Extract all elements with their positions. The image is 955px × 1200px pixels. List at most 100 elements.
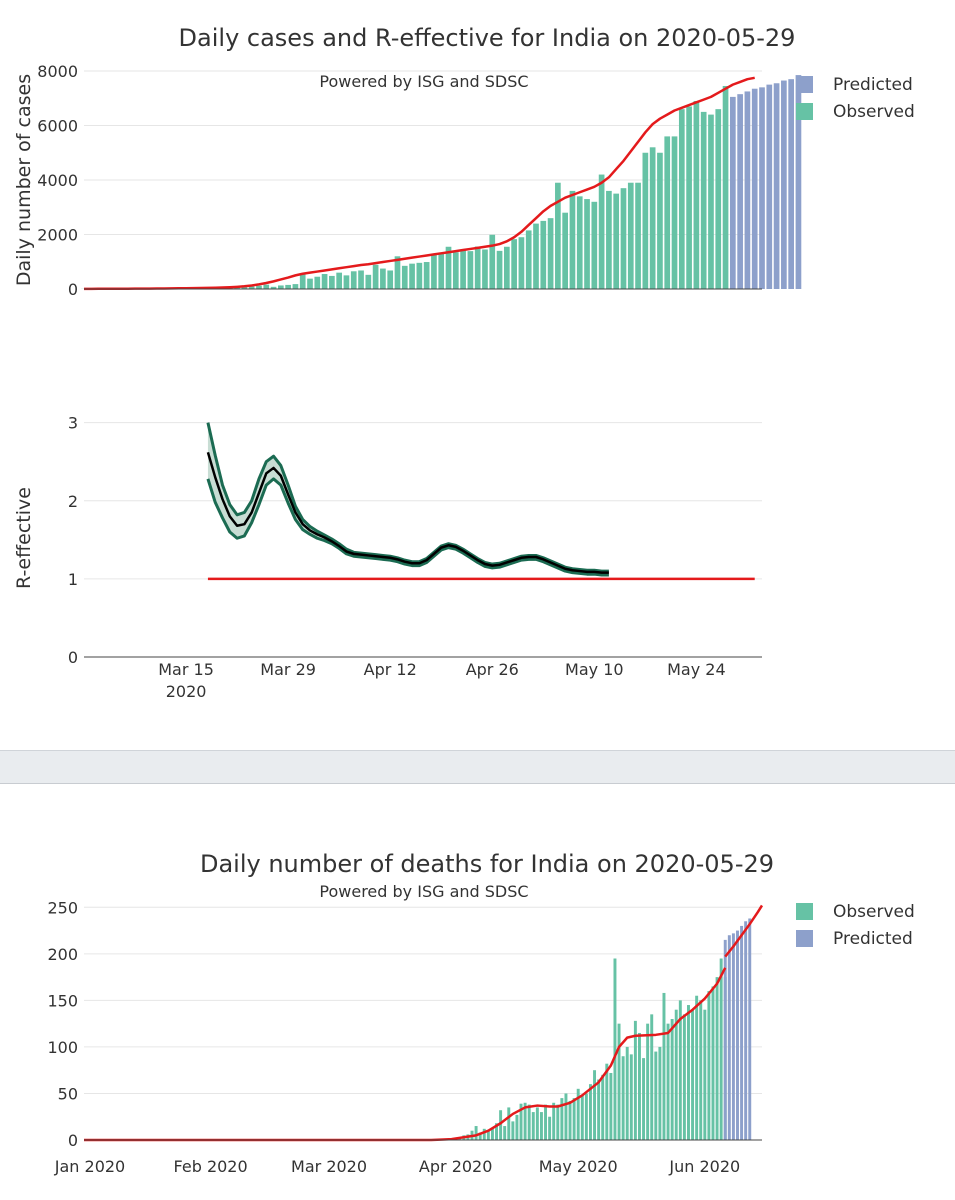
deaths-trend-line — [84, 967, 727, 1142]
predicted-cases-bar — [773, 83, 780, 289]
deaths-y-tick-label: 250 — [47, 898, 78, 917]
observed-deaths-bar — [711, 986, 715, 1140]
deaths-chart-subtitle: Powered by ISG and SDSC — [319, 882, 528, 901]
observed-deaths-bar — [621, 1056, 625, 1140]
observed-cases-bar — [445, 246, 452, 289]
deaths-trend — [84, 904, 764, 1142]
cases-chart-title: Daily cases and R-effective for India on… — [179, 24, 796, 52]
observed-deaths-bar — [605, 1063, 609, 1140]
observed-deaths-bar — [637, 1032, 641, 1140]
observed-cases-bar — [372, 264, 379, 289]
deaths-legend[interactable]: Observed Predicted — [796, 902, 915, 949]
observed-deaths-bar — [564, 1093, 568, 1140]
predicted-deaths-bar — [723, 939, 727, 1140]
observed-deaths-bar — [560, 1098, 564, 1140]
r-x-tick-label: Mar 15 — [158, 660, 214, 679]
observed-deaths-bar — [629, 1054, 633, 1140]
observed-deaths-bar — [703, 1009, 707, 1140]
observed-cases-bar — [649, 147, 656, 289]
observed-deaths-bar — [572, 1098, 576, 1140]
observed-deaths-bar — [691, 1009, 695, 1140]
observed-deaths-bar — [576, 1088, 580, 1140]
legend-swatch-observed[interactable] — [796, 103, 813, 120]
observed-cases-bar — [657, 152, 663, 289]
cases-trend — [83, 76, 755, 291]
observed-cases-bar — [700, 111, 707, 289]
legend-label-predicted[interactable]: Predicted — [833, 929, 913, 949]
observed-cases-bar — [547, 218, 554, 289]
r-effective-plot — [206, 422, 755, 581]
legend-swatch-predicted[interactable] — [796, 930, 813, 947]
observed-cases-bar — [431, 253, 437, 289]
deaths-y-tick-label: 0 — [68, 1131, 78, 1150]
observed-cases-bar — [715, 109, 722, 290]
observed-cases-bar — [569, 190, 576, 289]
observed-deaths-bar — [527, 1104, 531, 1140]
predicted-deaths-bar — [748, 918, 752, 1140]
observed-cases-bar — [686, 106, 692, 289]
legend-label-observed[interactable]: Observed — [833, 902, 915, 922]
r-x-tick-label: May 24 — [667, 660, 726, 679]
observed-deaths-bar — [646, 1023, 650, 1140]
legend-swatch-predicted[interactable] — [796, 76, 813, 93]
observed-deaths-bar — [617, 1023, 621, 1140]
observed-cases-bar — [533, 223, 539, 289]
observed-deaths-bar — [478, 1132, 482, 1140]
r-x-tick-label: Mar 29 — [260, 660, 316, 679]
legend-swatch-observed[interactable] — [796, 903, 813, 920]
predicted-cases-bar — [795, 75, 802, 290]
cases-r-figure: Daily cases and R-effective for India on… — [13, 24, 915, 701]
observed-cases-bar — [248, 286, 255, 289]
predicted-deaths-bar — [740, 925, 744, 1140]
r-upper-bound-line — [206, 422, 609, 573]
legend-label-observed[interactable]: Observed — [833, 102, 915, 122]
legend-label-predicted[interactable]: Predicted — [833, 75, 913, 95]
observed-cases-bar — [496, 250, 503, 289]
predicted-cases-bar — [788, 79, 795, 289]
predicted-cases-bar — [744, 91, 751, 289]
observed-cases-bar — [474, 246, 481, 289]
observed-cases-bar — [693, 100, 700, 289]
r-x-tick-label: Apr 12 — [364, 660, 417, 679]
observed-deaths-bar — [515, 1114, 519, 1140]
cases-y-tick-label: 0 — [68, 280, 78, 299]
observed-deaths-bar — [593, 1070, 597, 1140]
observed-deaths-bar — [601, 1074, 605, 1140]
observed-deaths-bar — [699, 1000, 703, 1140]
observed-cases-bar — [452, 252, 459, 289]
deaths-y-tick-label: 50 — [58, 1084, 78, 1103]
deaths-panel: Daily number of deaths for India on 2020… — [0, 784, 955, 1200]
observed-deaths-bar — [490, 1128, 494, 1140]
observed-deaths-bar — [531, 1112, 535, 1140]
observed-cases-bar — [525, 230, 532, 289]
observed-cases-bar — [394, 256, 401, 289]
observed-deaths-bar — [670, 1019, 674, 1140]
observed-cases-bar — [256, 285, 262, 289]
observed-deaths-bar — [544, 1104, 548, 1140]
observed-cases-bar — [562, 212, 569, 289]
r-lower-bound-line — [206, 477, 609, 577]
deaths-x-tick-label: Jun 2020 — [668, 1157, 740, 1176]
r-x-ticks: Mar 15 2020 Mar 29 Apr 12 Apr 26 May 10 May 24 — [158, 660, 725, 701]
observed-cases-bar — [285, 284, 291, 289]
predicted-deaths-bar — [744, 921, 748, 1140]
observed-deaths-bar — [539, 1112, 543, 1140]
r-y-tick-label: 3 — [68, 414, 78, 433]
r-x-tick-label: Apr 26 — [466, 660, 519, 679]
observed-cases-bar — [708, 114, 714, 289]
cases-y-tick-label: 4000 — [37, 171, 78, 190]
observed-cases-bar — [314, 276, 321, 289]
observed-cases-bar — [263, 284, 270, 289]
cases-legend[interactable]: Predicted Observed — [796, 75, 915, 122]
observed-deaths-bar — [654, 1051, 658, 1140]
observed-deaths-bar — [556, 1104, 560, 1140]
observed-deaths-bar — [662, 992, 666, 1140]
observed-deaths-bar — [568, 1100, 572, 1140]
observed-cases-bar — [460, 249, 466, 289]
deaths-y-tick-label: 150 — [47, 991, 78, 1010]
observed-deaths-bar — [678, 1000, 682, 1140]
observed-cases-bar — [467, 251, 474, 289]
observed-cases-bar — [423, 262, 430, 289]
cases-y-tick-label: 2000 — [37, 226, 78, 245]
deaths-chart-title: Daily number of deaths for India on 2020… — [200, 850, 774, 878]
